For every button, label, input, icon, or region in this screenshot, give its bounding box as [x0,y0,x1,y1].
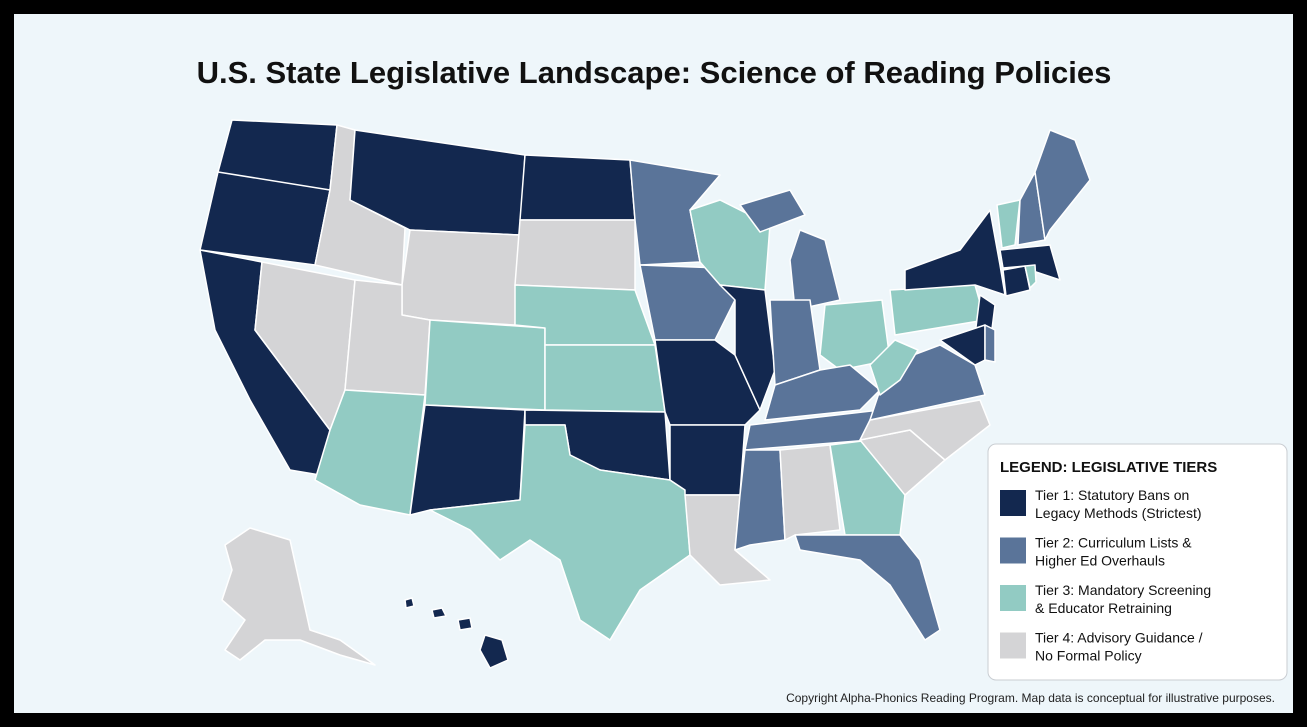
state [1034,129,1091,241]
legend: Tier 1: Statutory Bans on Legacy Methods … [1000,487,1211,664]
state [409,404,526,516]
state [996,199,1021,249]
state [401,229,521,326]
legend-title: LEGEND: LEGISLATIVE TIERS [1000,459,1217,476]
states [199,119,1091,669]
state [457,617,473,631]
legend-swatch [1000,585,1026,611]
legend-label: Higher Ed Overhauls [1035,553,1165,569]
state [1024,264,1037,289]
footer: Copyright Alpha-Phonics Reading Program.… [786,691,1275,705]
state [789,229,841,311]
state [719,284,776,411]
legend-swatch [1000,537,1026,564]
legend-label: Tier 3: Mandatory Screening [1035,582,1211,598]
state [221,527,376,666]
legend-swatch [1000,632,1026,659]
state [739,189,806,233]
state [479,634,509,669]
state [819,299,891,371]
legend-box [987,443,1288,681]
state [404,597,415,609]
state [431,607,447,619]
state [429,424,691,641]
state [984,324,996,363]
state [779,444,841,541]
legend-label: & Educator Retraining [1035,600,1172,616]
state [654,339,761,426]
legend-label: No Formal Policy [1035,648,1142,664]
legend-label: Tier 4: Advisory Guidance / [1035,630,1203,646]
state [514,219,636,291]
state [544,344,666,413]
state [794,534,941,641]
legend-label: Legacy Methods (Strictest) [1035,505,1202,521]
state [869,339,919,396]
state [424,319,546,411]
state [669,424,746,496]
state [519,154,636,221]
state [904,209,1006,296]
legend-label: Tier 1: Statutory Bans on [1035,487,1189,503]
title: U.S. State Legislative Landscape: Scienc… [197,55,1112,90]
state [859,399,991,461]
legend-swatch [1000,490,1026,516]
legend-label: Tier 2: Curriculum Lists & [1035,535,1192,551]
state [889,284,986,336]
